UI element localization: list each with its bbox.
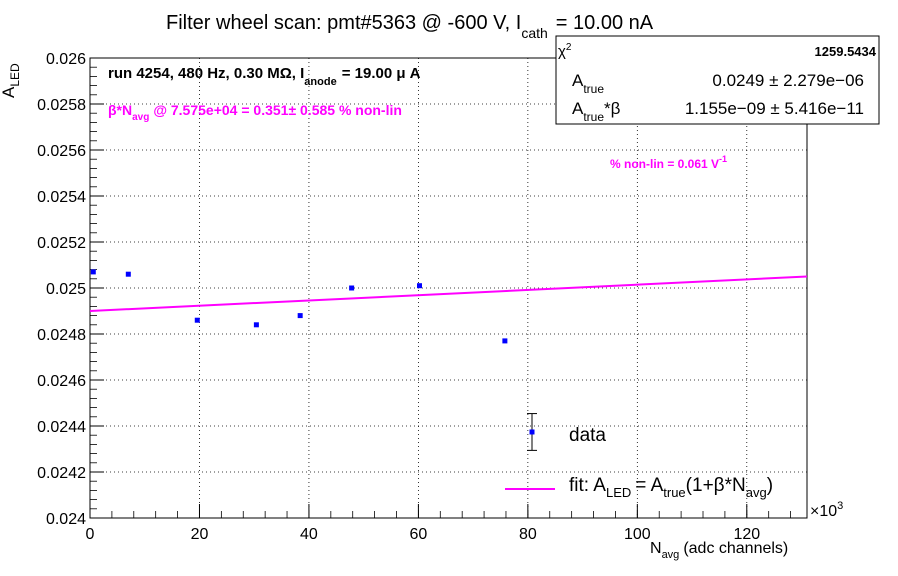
- x-tick-label: 120: [733, 526, 760, 543]
- y-tick-label: 0.0256: [37, 143, 86, 160]
- legend-data-marker: [527, 413, 537, 451]
- y-axis-label: ALED: [0, 63, 22, 98]
- x-tick-label: 0: [86, 526, 95, 543]
- x-tick-label: 100: [624, 526, 651, 543]
- nonlin-annotation: % non-lin = 0.061 V-1: [610, 154, 727, 171]
- y-tick-label: 0.0242: [37, 465, 86, 482]
- fit-stats-box: χ2 1259.5434 Atrue 0.0249 ± 2.279e−06 At…: [555, 35, 880, 125]
- stats-row2-value: 1.155e−09 ± 5.416e−11: [685, 99, 864, 118]
- chi2-value: 1259.5434: [815, 44, 877, 59]
- stats-row1-value: 0.0249 ± 2.279e−06: [712, 71, 864, 90]
- data-series: [90, 269, 508, 344]
- legend-fit-label: fit: ALED = Atrue(1+β*Navg): [569, 475, 773, 500]
- y-axis: 0.024 0.0242 0.0244 0.0246 0.0248 0.025 0.0252…: [37, 51, 104, 528]
- data-point: [194, 317, 200, 323]
- x-tick-label: 20: [191, 526, 209, 543]
- stats-row2-label: Atrue*β: [572, 99, 621, 124]
- legend-data-point: [529, 429, 535, 435]
- stats-row1-label: Atrue: [572, 71, 604, 96]
- y-tick-label: 0.0258: [37, 97, 86, 114]
- y-tick-label: 0.0246: [37, 373, 86, 390]
- x-tick-label: 80: [519, 526, 537, 543]
- y-tick-label: 0.0248: [37, 327, 86, 344]
- x-axis-label: Navg (adc channels): [650, 540, 788, 561]
- grid-lines: [90, 58, 807, 518]
- y-tick-label: 0.0244: [37, 419, 86, 436]
- x-tick-label: 60: [409, 526, 427, 543]
- legend: data fit: ALED = Atrue(1+β*Navg): [505, 413, 773, 500]
- y-tick-label: 0.024: [46, 511, 86, 528]
- fit-series: [89, 275, 808, 312]
- chi2-label: χ2: [558, 42, 572, 60]
- chart-title: Filter wheel scan: pmt#5363 @ -600 V, Ic…: [166, 12, 654, 41]
- data-point: [90, 269, 96, 275]
- data-point: [416, 283, 422, 289]
- data-point: [349, 285, 355, 291]
- beta-annotation: β*Navg @ 7.575e+04 = 0.351± 0.585 % non-l…: [108, 102, 402, 123]
- data-point: [502, 338, 508, 344]
- data-point: [297, 313, 303, 319]
- x-axis-multiplier: ×103: [810, 500, 843, 520]
- y-tick-label: 0.0254: [37, 189, 86, 206]
- stats-box-frame: [555, 35, 880, 125]
- y-tick-label: 0.025: [46, 281, 86, 298]
- run-info-annotation: run 4254, 480 Hz, 0.30 MΩ, Ianode = 19.00…: [108, 65, 421, 88]
- y-tick-label: 0.026: [46, 51, 86, 68]
- legend-data-label: data: [569, 425, 606, 446]
- y-tick-label: 0.0252: [37, 235, 86, 252]
- data-point: [253, 322, 259, 328]
- plot-frame: [89, 57, 808, 519]
- x-axis: 0 20 40 60 80 100 120: [86, 504, 791, 543]
- fit-line: [89, 275, 808, 312]
- x-tick-label: 40: [300, 526, 318, 543]
- data-point: [125, 271, 131, 277]
